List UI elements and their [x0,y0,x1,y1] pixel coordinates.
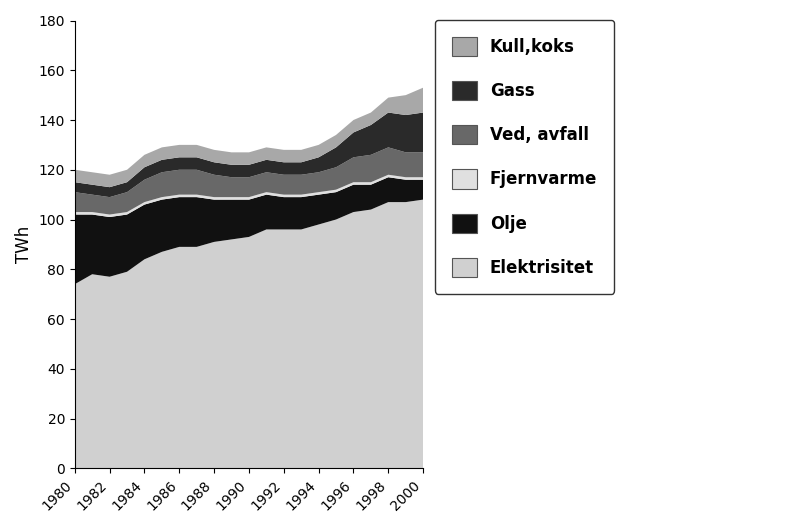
Legend: Kull,koks, Gass, Ved, avfall, Fjernvarme, Olje, Elektrisitet: Kull,koks, Gass, Ved, avfall, Fjernvarme… [435,20,614,294]
Y-axis label: TWh: TWh [15,226,33,263]
